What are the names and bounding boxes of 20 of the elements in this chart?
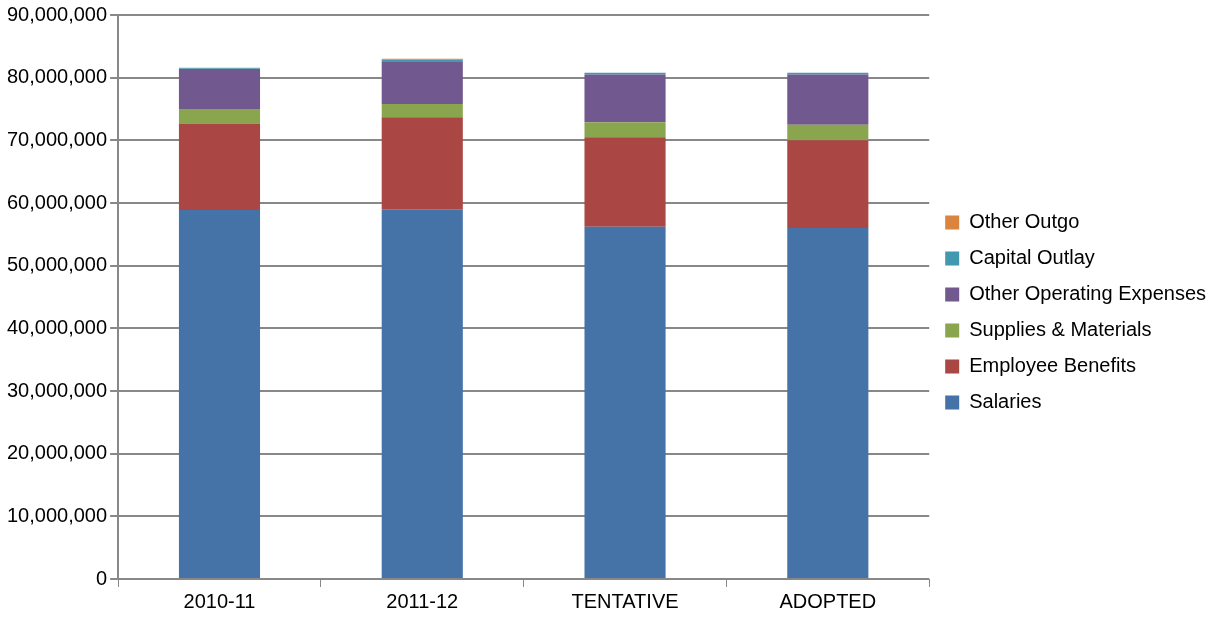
y-tick-label: 0 xyxy=(95,566,108,589)
y-tick-label: 50,000,000 xyxy=(6,253,108,276)
legend-label: Other Outgo xyxy=(969,210,1080,233)
y-tick-label: 60,000,000 xyxy=(6,190,108,213)
x-tick-label: ADOPTED xyxy=(779,589,877,612)
y-tick-label: 30,000,000 xyxy=(6,378,108,401)
x-tick-label: TENTATIVE xyxy=(571,589,679,612)
legend-label: Employee Benefits xyxy=(969,354,1136,377)
legend-label: Supplies & Materials xyxy=(969,318,1152,341)
legend-label: Capital Outlay xyxy=(969,246,1095,269)
x-tick-label: 2011-12 xyxy=(386,589,459,612)
y-tick-label: 10,000,000 xyxy=(6,503,108,526)
legend-label: Salaries xyxy=(969,390,1042,413)
y-tick-label: 20,000,000 xyxy=(6,441,108,464)
y-tick-label: 90,000,000 xyxy=(6,2,108,25)
legend-label: Other Operating Expenses xyxy=(969,282,1206,305)
y-tick-label: 70,000,000 xyxy=(6,127,108,150)
y-tick-label: 40,000,000 xyxy=(6,315,108,338)
x-tick-label: 2010-11 xyxy=(183,589,256,612)
y-tick-label: 80,000,000 xyxy=(6,65,108,88)
